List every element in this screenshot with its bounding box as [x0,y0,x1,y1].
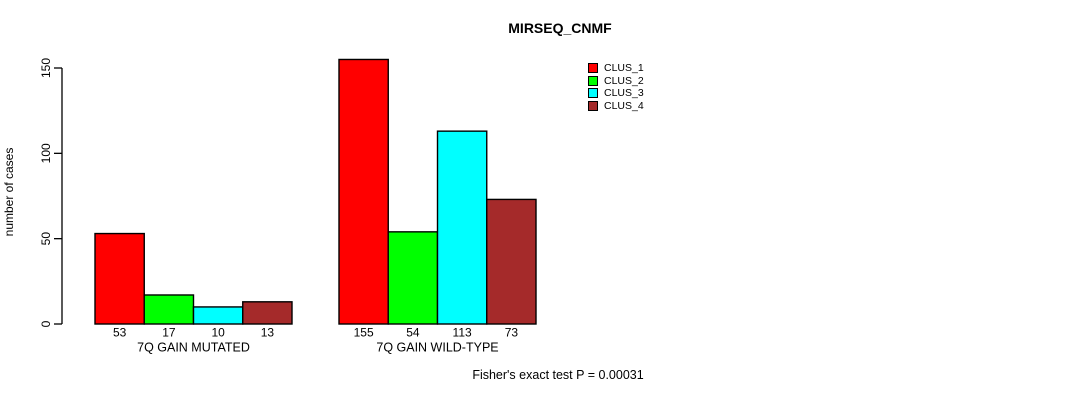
group-label: 7Q GAIN MUTATED [137,341,250,355]
bar-clus_3-group1 [192,306,244,325]
legend: CLUS_1 CLUS_2 CLUS_3 CLUS_4 [588,62,644,112]
bar-value-label: 53 [113,326,127,340]
legend-swatch [588,101,598,112]
legend-label: CLUS_1 [604,62,644,74]
bar-clus_3-group2 [436,130,488,325]
legend-row: CLUS_2 [588,75,644,88]
bar-value-label: 17 [162,326,176,340]
y-axis-tick-label: 150 [39,58,53,78]
y-axis-tick-label: 100 [39,143,53,163]
bar-clus_4-group2 [486,198,537,325]
legend-swatch [588,88,598,99]
legend-row: CLUS_4 [588,100,644,113]
bar-value-label: 155 [354,326,374,340]
fisher-test-caption: Fisher's exact test P = 0.00031 [472,368,644,382]
y-axis-tick-label: 0 [39,320,53,327]
legend-swatch [588,63,598,74]
bar-clus_1-group2 [338,58,389,325]
legend-row: CLUS_3 [588,87,644,100]
bar-value-label: 13 [261,326,275,340]
legend-label: CLUS_2 [604,74,644,87]
legend-label: CLUS_3 [604,87,644,100]
legend-label: CLUS_4 [604,99,644,112]
legend-row: CLUS_1 [588,62,644,75]
bar-clus_4-group1 [242,301,293,325]
bar-clus_1-group1 [94,232,145,325]
bar-clus_2-group1 [143,294,195,325]
bar-value-label: 54 [406,326,420,340]
chart-title: MIRSEQ_CNMF [508,20,612,36]
y-axis-tick-label: 50 [39,232,53,246]
bar-value-label: 113 [453,326,472,340]
bar-value-label: 10 [211,326,225,340]
bar-clus_2-group2 [387,231,439,325]
group-label: 7Q GAIN WILD-TYPE [376,341,498,355]
bar-value-label: 73 [505,326,519,340]
legend-swatch [588,75,598,86]
